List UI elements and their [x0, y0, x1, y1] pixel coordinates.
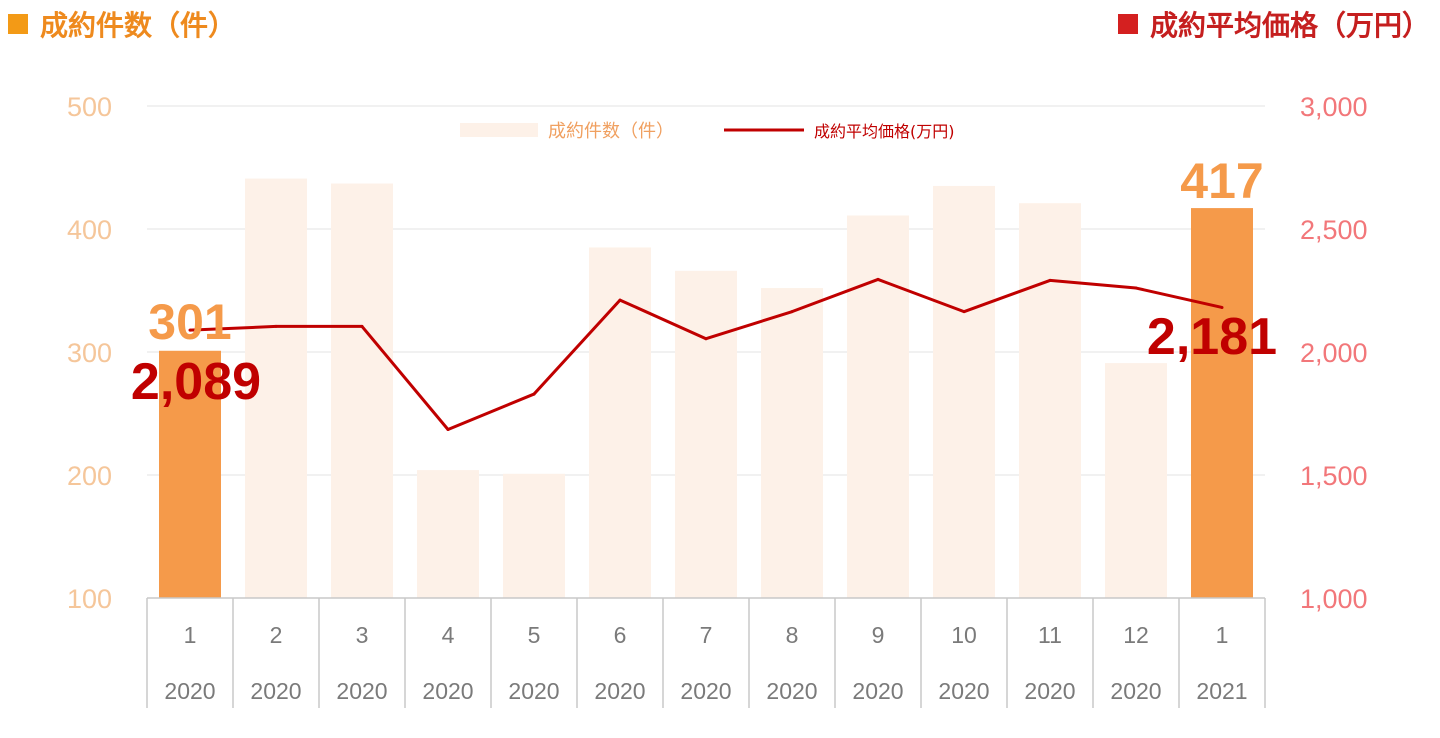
legend: 成約件数（件） 成約平均価格(万円): [460, 121, 955, 142]
line-point: [790, 310, 794, 314]
legend-label-count: 成約件数（件）: [548, 121, 674, 142]
category-month-label: 1: [1216, 622, 1229, 648]
bar-mark: [331, 183, 393, 599]
red-square-icon: [1117, 14, 1138, 34]
bar-value-label-first: 301: [148, 294, 231, 350]
category-month-label: 2: [270, 622, 283, 648]
bar-mark: [761, 288, 823, 598]
right-axis-tick-label: 1,000: [1300, 584, 1368, 614]
bar-mark: [589, 247, 651, 598]
category-year-label: 2020: [164, 678, 215, 704]
line-point: [274, 324, 278, 328]
category-year-label: 2020: [250, 678, 301, 704]
category-year-label: 2020: [1024, 678, 1075, 704]
line-point: [1048, 278, 1052, 282]
price-value-label-last: 2,181: [1147, 308, 1277, 366]
line-point: [360, 324, 364, 328]
bar-mark: [1019, 203, 1081, 599]
orange-square-icon: [8, 14, 28, 34]
bar-mark: [245, 178, 307, 598]
category-year-label: 2020: [680, 678, 731, 704]
category-axis: 1 2020 2 2020 3 2020 4 2020 5 2020 6 2020 7 2020 8 2020…: [146, 597, 1266, 708]
bar-mark: [1105, 363, 1167, 598]
category-month-label: 11: [1038, 622, 1062, 648]
category-year-label: 2020: [336, 678, 387, 704]
category-month-label: 8: [786, 622, 799, 648]
right-axis-tick-label: 2,000: [1300, 338, 1368, 368]
line-point: [446, 427, 450, 431]
left-axis-title: 成約件数（件）: [8, 4, 236, 44]
value-callouts: 301 417 2,089 2,181: [131, 153, 1277, 411]
left-axis-tick-label: 200: [67, 461, 112, 491]
line-point: [188, 328, 192, 332]
bar-series: [159, 178, 1253, 599]
bar-mark: [847, 215, 909, 598]
right-axis-title-text: 成約平均価格（万円）: [1149, 9, 1430, 42]
right-axis-tick-label: 2,500: [1300, 215, 1368, 245]
category-year-label: 2021: [1196, 678, 1247, 704]
category-month-label: 6: [614, 622, 627, 648]
right-axis-title: 成約平均価格（万円）: [1117, 4, 1430, 44]
line-point: [1220, 305, 1224, 309]
price-value-label-first: 2,089: [131, 353, 261, 411]
bar-mark: [1191, 208, 1253, 598]
category-month-label: 10: [951, 622, 977, 648]
category-year-label: 2020: [852, 678, 903, 704]
bar-value-label-last: 417: [1180, 153, 1263, 209]
line-point: [704, 337, 708, 341]
category-month-label: 5: [528, 622, 541, 648]
line-point: [962, 310, 966, 314]
legend-label-price: 成約平均価格(万円): [814, 122, 955, 141]
left-axis-tick-label: 400: [67, 215, 112, 245]
category-month-label: 9: [872, 622, 885, 648]
category-month-label: 4: [442, 622, 455, 648]
category-month-label: 12: [1123, 622, 1149, 648]
category-year-label: 2020: [594, 678, 645, 704]
axes: 100 200 300 400 500 1,000 1,500 2,000 2,500 3,000: [67, 92, 1368, 614]
bar-mark: [933, 185, 995, 598]
bar-mark: [159, 350, 221, 598]
line-point: [1134, 286, 1138, 290]
category-year-label: 2020: [766, 678, 817, 704]
left-axis-title-text: 成約件数（件）: [40, 9, 237, 42]
right-axis-tick-label: 1,500: [1300, 461, 1368, 491]
line-point: [618, 298, 622, 302]
left-axis-tick-label: 500: [67, 92, 112, 122]
bar-mark: [675, 270, 737, 598]
left-axis-tick-label: 300: [67, 338, 112, 368]
category-year-label: 2020: [508, 678, 559, 704]
category-year-label: 2020: [1110, 678, 1161, 704]
line-point: [532, 392, 536, 396]
category-month-label: 1: [184, 622, 197, 648]
category-month-label: 3: [356, 622, 369, 648]
category-month-label: 7: [700, 622, 713, 648]
right-axis-tick-label: 3,000: [1300, 92, 1368, 122]
bar-mark: [503, 473, 565, 598]
bar-mark: [417, 470, 479, 598]
category-year-label: 2020: [422, 678, 473, 704]
left-axis-tick-label: 100: [67, 584, 112, 614]
category-year-label: 2020: [938, 678, 989, 704]
line-series: [188, 277, 1224, 431]
line-point: [876, 277, 880, 281]
legend-bar-swatch: [460, 123, 538, 137]
